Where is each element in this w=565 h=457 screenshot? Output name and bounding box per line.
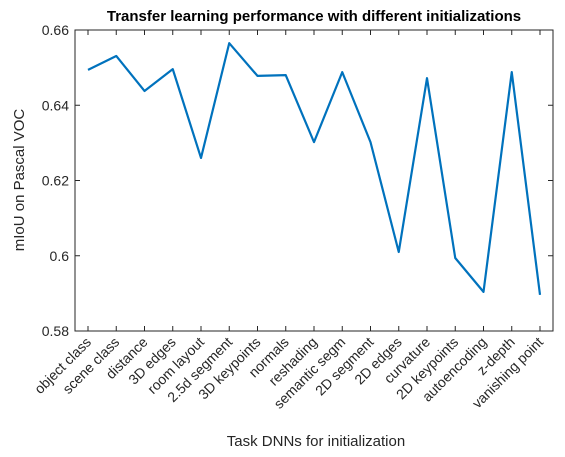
y-tick-label: 0.6 [50,248,70,264]
line-series [87,42,542,296]
axes-box [74,29,554,332]
y-tick-label: 0.58 [42,323,69,339]
x-axis-label: Task DNNs for initialization [227,433,405,450]
y-tick-label: 0.62 [42,173,69,189]
y-tick-label: 0.64 [42,97,69,113]
chart-title: Transfer learning performance with diffe… [107,8,521,25]
y-axis-label: mIoU on Pascal VOC [11,109,28,252]
y-tick-label: 0.66 [42,22,69,38]
